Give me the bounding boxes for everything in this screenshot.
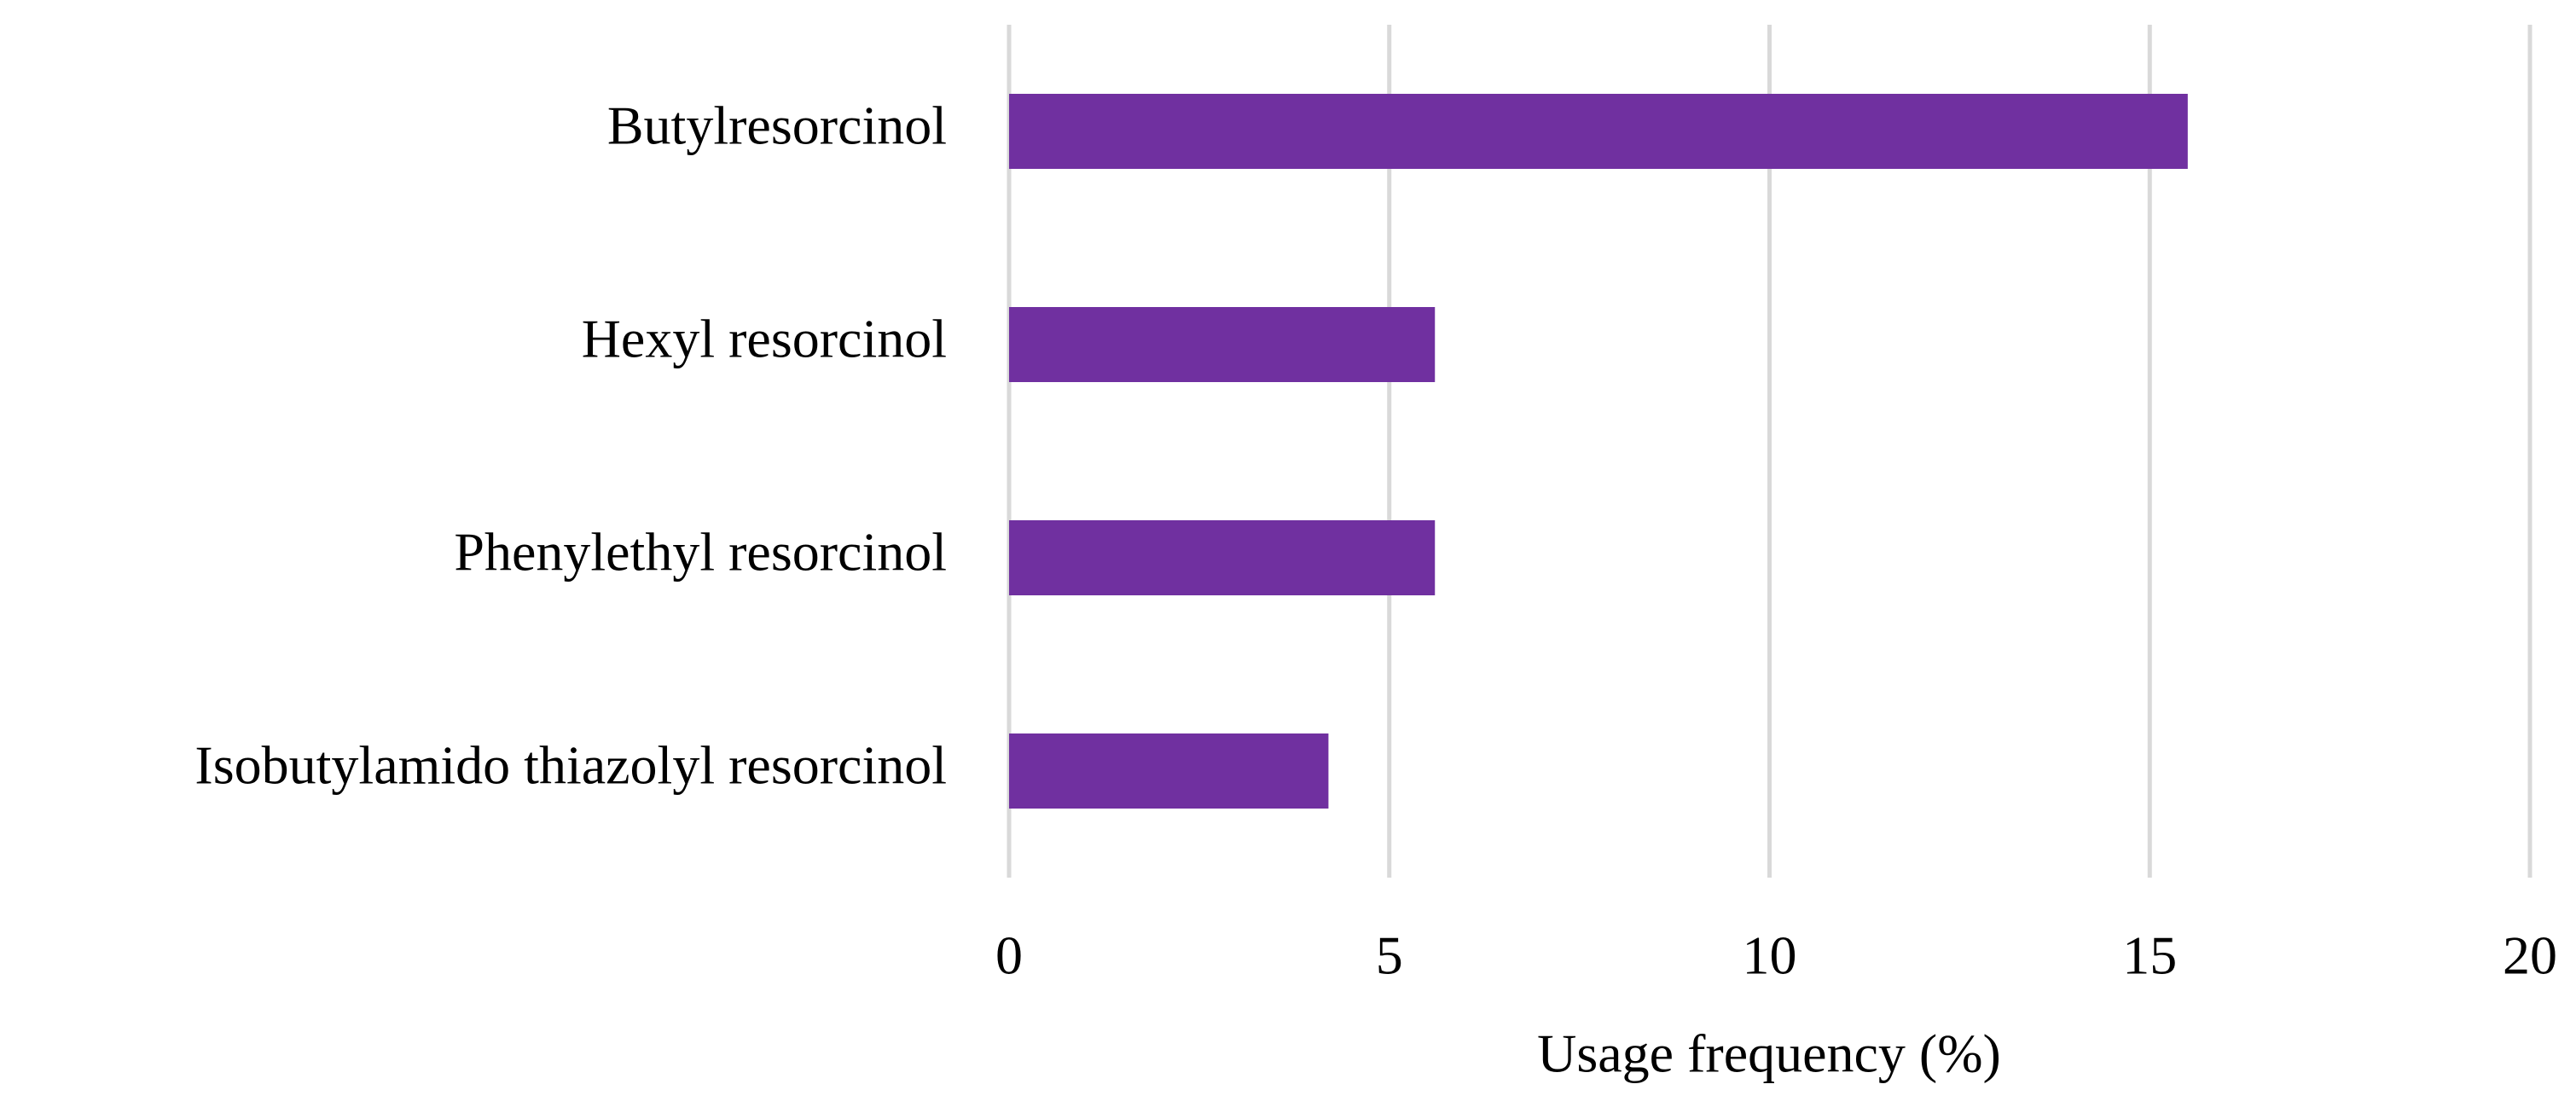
x-tick-label: 5 xyxy=(1376,925,1403,986)
x-tick-label: 20 xyxy=(2503,925,2557,986)
bar xyxy=(1009,733,1329,809)
bar xyxy=(1009,94,2188,169)
x-axis-title: Usage frequency (%) xyxy=(1537,1023,2001,1084)
y-tick-label: Phenylethyl resorcinol xyxy=(454,522,947,583)
bar xyxy=(1009,307,1436,382)
y-tick-label: Hexyl resorcinol xyxy=(582,309,947,369)
x-tick-label: 10 xyxy=(1743,925,1797,986)
x-tick-label: 0 xyxy=(995,925,1023,986)
bar xyxy=(1009,520,1436,595)
y-tick-label: Isobutylamido thiazolyl resorcinol xyxy=(194,735,947,796)
y-tick-label: Butylresorcinol xyxy=(607,96,947,156)
x-tick-label: 15 xyxy=(2122,925,2177,986)
